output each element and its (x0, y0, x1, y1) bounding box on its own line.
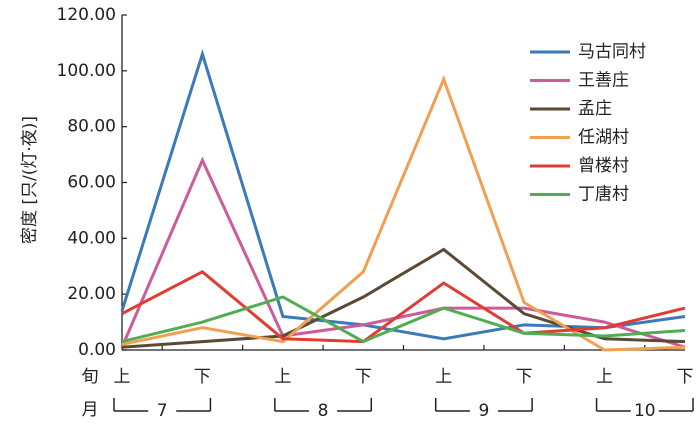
legend-label: 王善庄 (578, 71, 629, 91)
month-label: 8 (318, 401, 329, 421)
series-line (121, 75, 686, 352)
legend-label: 马古同村 (578, 42, 646, 62)
y-tick-label: 40.00 (67, 228, 116, 248)
series-line (121, 295, 686, 344)
x-tick-label: 上 (114, 367, 131, 387)
y-tick-label: 120.00 (57, 5, 116, 25)
plot-area: 0.00 20.00 40.00 60.00 80.00 100.00 120.00 上 下 上 下… (57, 5, 694, 421)
y-tick-label: 20.00 (67, 284, 116, 304)
month-label: 9 (479, 401, 490, 421)
x-tick-label: 上 (274, 367, 291, 387)
x-tick-label: 下 (355, 367, 372, 387)
month-bracket: 9 (434, 398, 533, 421)
x-row-label-yue: 月 (82, 400, 99, 420)
legend-label: 任湖村 (578, 128, 629, 148)
series-line (120, 156, 686, 349)
y-tick-label: 60.00 (67, 173, 116, 193)
legend-label: 曾楼村 (578, 156, 629, 176)
y-tick-label: 80.00 (67, 117, 116, 137)
x-tick-label: 上 (596, 367, 613, 387)
x-tick-label: 下 (677, 367, 694, 387)
legend-label: 丁唐村 (578, 184, 629, 205)
month-bracket: 10 (595, 398, 694, 421)
month-bracket: 8 (274, 398, 373, 421)
x-tick-label: 下 (516, 367, 533, 387)
y-tick-label: 100.00 (57, 61, 116, 81)
month-bracket: 7 (113, 398, 212, 421)
y-axis-title: 密度 [只/(灯·夜)] (20, 116, 40, 244)
month-label: 10 (634, 401, 656, 421)
series-line (121, 270, 686, 344)
month-label: 7 (157, 401, 168, 421)
x-row-label-xun: 旬 (82, 367, 99, 387)
y-tick-label: 0.00 (78, 340, 116, 360)
x-tick-label: 上 (435, 367, 452, 387)
legend-label: 孟庄 (578, 99, 612, 119)
x-tick-label: 下 (194, 367, 211, 387)
